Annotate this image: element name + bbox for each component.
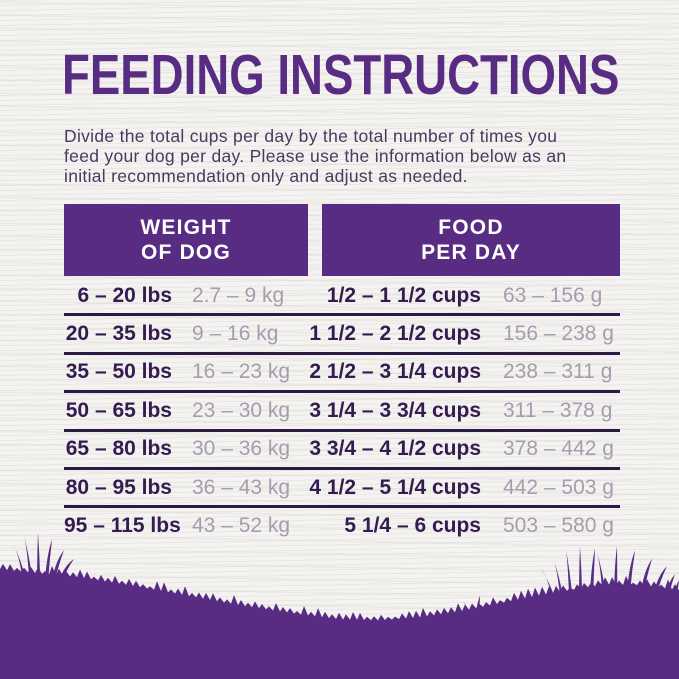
- table-row: 20 – 35 lbs 9 – 16 kg 1 1/2 – 2 1/2 cups…: [64, 316, 620, 355]
- food-grams: 311 – 378 g: [503, 398, 613, 422]
- weight-lbs: 20 – 35 lbs: [65, 322, 172, 346]
- page-title: FEEDING INSTRUCTIONS: [62, 43, 620, 107]
- food-grams: 442 – 503 g: [503, 475, 614, 499]
- weight-lbs: 50 – 65 lbs: [65, 398, 172, 422]
- food-cups: 2 1/2 – 3 1/4 cups: [309, 360, 481, 384]
- weight-kg: 23 – 30 kg: [192, 398, 291, 422]
- table-row: 6 – 20 lbs 2.7 – 9 kg 1/2 – 1 1/2 cups 6…: [64, 278, 620, 317]
- grass-silhouette: [0, 532, 679, 679]
- weight-kg: 43 – 52 kg: [192, 514, 291, 538]
- weight-lbs: 65 – 80 lbs: [65, 437, 172, 461]
- table-row: 35 – 50 lbs 16 – 23 kg 2 1/2 – 3 1/4 cup…: [64, 355, 620, 394]
- weight-lbs: 35 – 50 lbs: [65, 360, 172, 384]
- food-cups: 3 1/4 – 3 3/4 cups: [309, 398, 481, 422]
- weight-kg: 36 – 43 kg: [192, 475, 291, 499]
- feeding-table: WEIGHT OF DOG FOOD PER DAY 6 – 20 lbs 2.…: [64, 204, 620, 544]
- weight-kg: 2.7 – 9 kg: [192, 283, 285, 307]
- table-row: 50 – 65 lbs 23 – 30 kg 3 1/4 – 3 3/4 cup…: [64, 393, 620, 432]
- food-grams: 378 – 442 g: [503, 437, 614, 461]
- weight-lbs: 80 – 95 lbs: [65, 475, 172, 499]
- food-cups: 5 1/4 – 6 cups: [344, 514, 481, 538]
- weight-kg: 30 – 36 kg: [192, 437, 291, 461]
- food-grams: 156 – 238 g: [503, 322, 614, 346]
- weight-lbs: 95 – 115 lbs: [64, 514, 181, 538]
- table-body: 6 – 20 lbs 2.7 – 9 kg 1/2 – 1 1/2 cups 6…: [64, 278, 620, 544]
- table-row: 95 – 115 lbs 43 – 52 kg 5 1/4 – 6 cups 5…: [64, 508, 620, 543]
- weight-kg: 16 – 23 kg: [192, 360, 291, 384]
- food-cups: 3 3/4 – 4 1/2 cups: [309, 437, 481, 461]
- food-grams: 503 – 580 g: [503, 514, 614, 538]
- table-row: 65 – 80 lbs 30 – 36 kg 3 3/4 – 4 1/2 cup…: [64, 432, 620, 470]
- food-cups: 4 1/2 – 5 1/4 cups: [309, 475, 481, 499]
- table-row: 80 – 95 lbs 36 – 43 kg 4 1/2 – 5 1/4 cup…: [64, 470, 620, 509]
- weight-kg: 9 – 16 kg: [192, 322, 279, 346]
- food-cups: 1/2 – 1 1/2 cups: [326, 283, 481, 307]
- food-grams: 63 – 156 g: [503, 283, 603, 307]
- weight-lbs: 6 – 20 lbs: [77, 283, 172, 307]
- food-per-day-header: FOOD PER DAY: [322, 204, 620, 276]
- food-grams: 238 – 311 g: [503, 360, 613, 384]
- intro-text: Divide the total cups per day by the tot…: [64, 126, 567, 186]
- weight-of-dog-header: WEIGHT OF DOG: [64, 204, 308, 276]
- table-header-row: WEIGHT OF DOG FOOD PER DAY: [64, 204, 620, 276]
- food-cups: 1 1/2 – 2 1/2 cups: [309, 322, 481, 346]
